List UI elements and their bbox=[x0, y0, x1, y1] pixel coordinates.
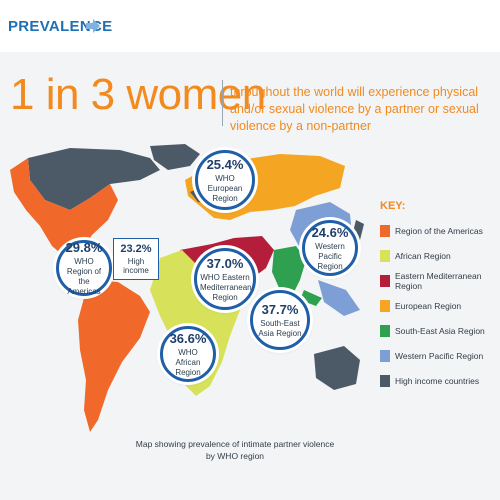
high-income-box: 23.2% High income bbox=[113, 238, 159, 280]
bubble-percent: 25.4% bbox=[206, 156, 244, 172]
arrow-right-icon bbox=[86, 19, 100, 33]
subheadline: throughout the world will experience phy… bbox=[230, 85, 479, 133]
legend-item-south-east-asia: South-East Asia Region bbox=[380, 318, 498, 343]
world-map bbox=[10, 144, 364, 432]
legend-label: Region of the Americas bbox=[395, 225, 483, 236]
high-income-percent: 23.2% bbox=[120, 243, 152, 255]
legend-label: Western Pacific Region bbox=[395, 350, 484, 361]
legend-title: KEY: bbox=[380, 200, 406, 212]
bubble-western-pacific: 24.6% Western Pacific Region bbox=[302, 220, 358, 276]
legend-item-europe: European Region bbox=[380, 293, 498, 318]
legend-item-western-pacific: Western Pacific Region bbox=[380, 343, 498, 368]
legend-swatch bbox=[380, 324, 390, 337]
high-income-label: High income bbox=[123, 257, 149, 275]
legend-item-africa: African Region bbox=[380, 243, 498, 268]
bubble-percent: 36.6% bbox=[169, 330, 207, 346]
legend-swatch bbox=[380, 349, 390, 362]
bubble-label: WHO Region of the Americas bbox=[66, 256, 102, 296]
bubble-eastern-mediterranean: 37.0% WHO Eastern Mediterranean Region bbox=[194, 248, 256, 310]
legend-swatch bbox=[380, 224, 390, 237]
legend-swatch bbox=[380, 374, 390, 387]
legend-label: African Region bbox=[395, 250, 451, 261]
section-title: PREVALENCE bbox=[8, 18, 113, 35]
bubble-label: WHO African Region bbox=[175, 347, 201, 377]
bubble-percent: 37.7% bbox=[261, 301, 299, 317]
map-region-greenland bbox=[150, 144, 200, 170]
map-region-western-pacific-islands bbox=[318, 280, 360, 316]
legend: KEY: Region of the Americas African Regi… bbox=[380, 200, 498, 393]
bubble-percent: 29.8% bbox=[65, 239, 103, 255]
legend-item-eastern-mediterranean: Eastern Mediterranean Region bbox=[380, 268, 498, 293]
legend-item-high-income: High income countries bbox=[380, 368, 498, 393]
legend-item-americas: Region of the Americas bbox=[380, 218, 498, 243]
bubble-percent: 24.6% bbox=[311, 224, 349, 240]
bubble-south-east-asia: 37.7% South-East Asia Region bbox=[250, 290, 310, 350]
map-region-high-income-north-america bbox=[28, 148, 160, 210]
map-region-australia bbox=[314, 346, 360, 390]
bubble-africa: 36.6% WHO African Region bbox=[160, 326, 216, 382]
bubble-percent: 37.0% bbox=[206, 255, 244, 271]
legend-label: European Region bbox=[395, 300, 462, 311]
map-region-south-east-asia bbox=[272, 246, 306, 300]
header: PREVALENCE bbox=[0, 0, 500, 50]
map-region-south-east-asia-islands bbox=[300, 290, 322, 306]
map-region-americas-north bbox=[10, 158, 118, 258]
legend-swatch bbox=[380, 249, 390, 262]
bubble-label: South-East Asia Region bbox=[258, 318, 302, 338]
bubble-label: WHO European Region bbox=[207, 173, 243, 203]
bubble-label: Western Pacific Region bbox=[315, 241, 345, 271]
map-caption: Map showing prevalence of intimate partn… bbox=[135, 439, 335, 461]
bubble-americas: 29.8% WHO Region of the Americas bbox=[56, 240, 112, 296]
bubble-label: WHO Eastern Mediterranean Region bbox=[200, 272, 252, 302]
legend-swatch bbox=[380, 299, 390, 312]
headline: 1 in 3 women bbox=[10, 70, 266, 119]
legend-swatch bbox=[380, 274, 390, 287]
legend-label: High income countries bbox=[395, 375, 480, 386]
legend-label: South-East Asia Region bbox=[395, 325, 485, 336]
divider bbox=[222, 80, 223, 126]
bubble-europe: 25.4% WHO European Region bbox=[195, 150, 255, 210]
legend-label: Eastern Mediterranean Region bbox=[395, 270, 482, 291]
map-region-americas-south bbox=[78, 280, 150, 432]
